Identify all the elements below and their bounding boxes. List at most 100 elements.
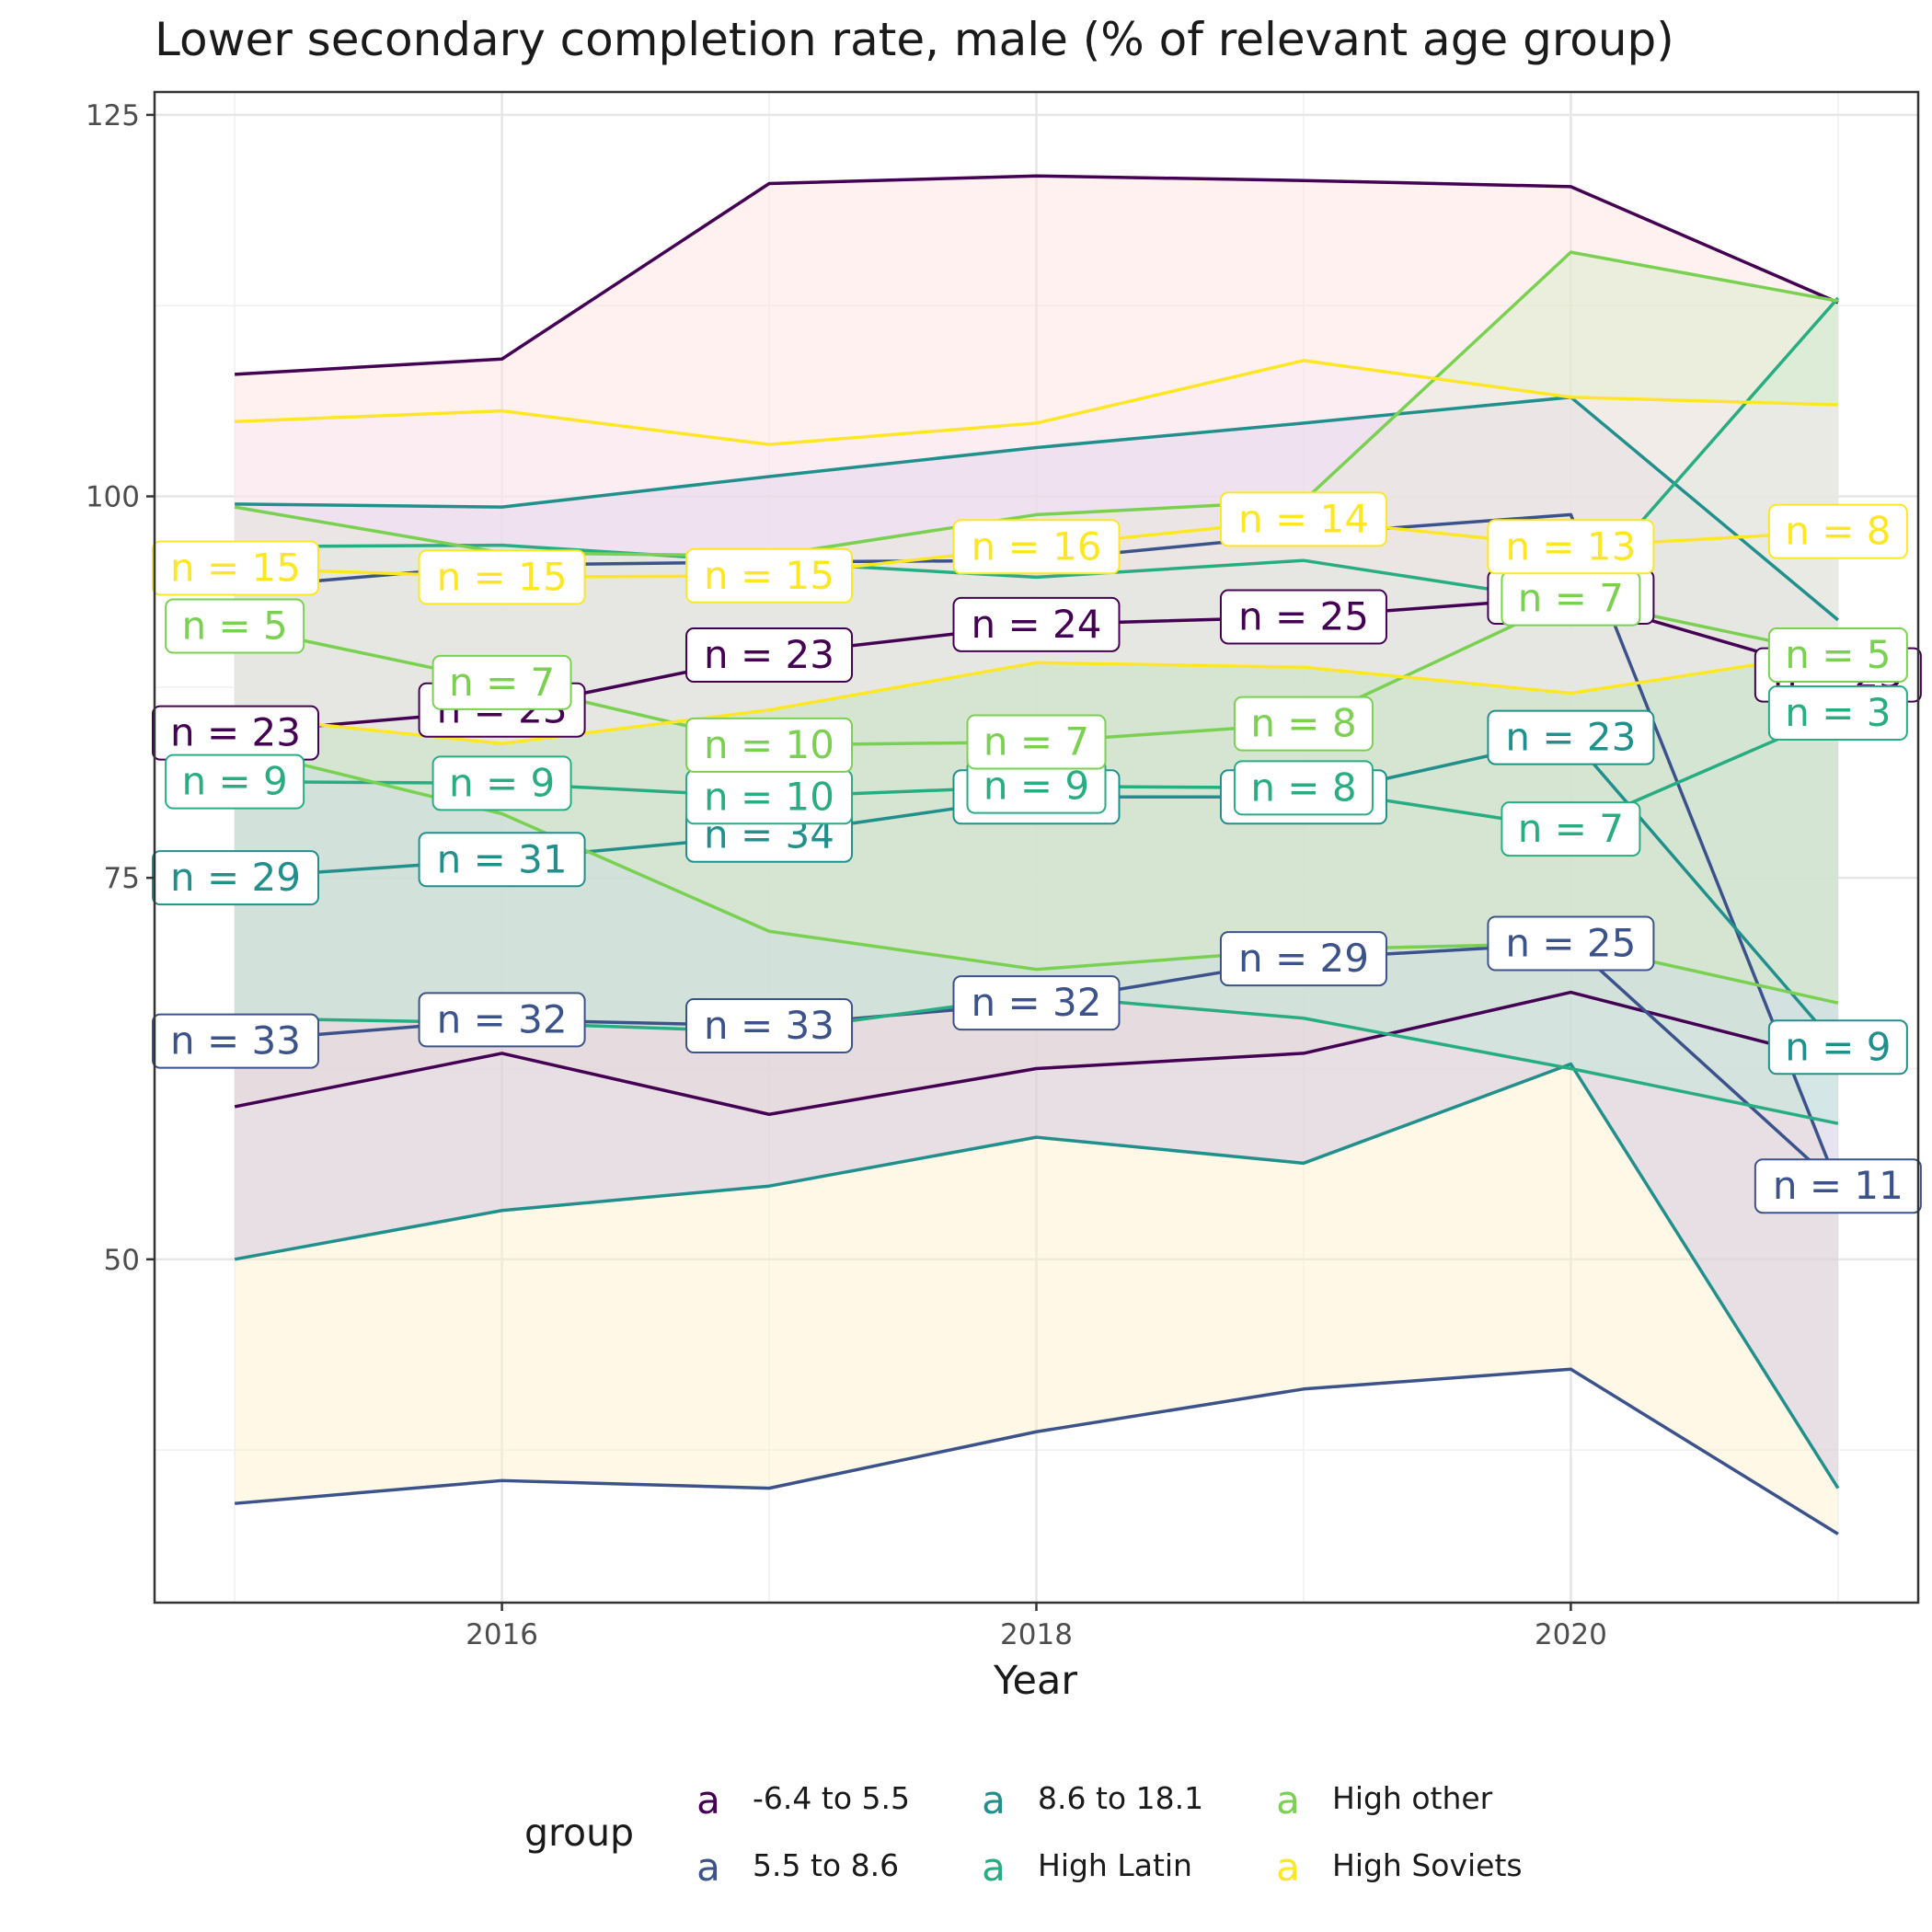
series-line-lower-1	[234, 1367, 1839, 1535]
data-label: n = 11	[1754, 1158, 1922, 1214]
data-label-text: n = 8	[1785, 509, 1891, 554]
data-label-text: n = 9	[182, 759, 288, 804]
legend-key: a	[696, 1777, 720, 1823]
data-label-box	[431, 654, 572, 710]
data-label-box	[1233, 760, 1374, 816]
ribbon-3	[235, 297, 1838, 1124]
data-label: n = 9	[1767, 1019, 1908, 1075]
legend-label: High Soviets	[1332, 1847, 1523, 1883]
x-axis-title: Year	[994, 1658, 1078, 1704]
data-label-text: n = 23	[1505, 715, 1636, 760]
data-label: n = 25	[1487, 915, 1655, 972]
data-label-box	[952, 519, 1121, 575]
data-label-box	[952, 596, 1121, 652]
data-label-text: n = 13	[1505, 523, 1636, 569]
data-label-box	[1219, 931, 1387, 987]
ribbon-2	[235, 397, 1838, 1489]
data-label-text: n = 32	[972, 980, 1102, 1025]
data-label-box	[1233, 696, 1374, 752]
data-label: n = 24	[952, 596, 1121, 652]
data-label: n = 32	[952, 975, 1121, 1031]
legend-item: a High other	[1270, 1777, 1492, 1823]
label-layer: n = 23 n = 23 n = 23 n = 24 n = 25 n = 25 n = …	[152, 491, 1922, 1214]
legend-key: a	[982, 1845, 1006, 1890]
data-label-box	[418, 832, 586, 888]
data-label-text: n = 9	[449, 760, 555, 805]
series-line-lower-2	[234, 1062, 1840, 1489]
legend-key: a	[982, 1777, 1006, 1823]
data-label-text: n = 33	[170, 1018, 301, 1064]
data-label-box	[1487, 519, 1655, 575]
series-line-upper-0	[235, 174, 1839, 376]
data-label: n = 9	[165, 753, 305, 810]
data-label: n = 16	[952, 519, 1121, 575]
data-label-text: n = 15	[704, 553, 834, 598]
data-label: n = 32	[418, 992, 586, 1048]
data-label-box	[1767, 1019, 1908, 1075]
data-label-text: n = 31	[437, 836, 568, 881]
axis-layer: 50 75 100 125 2016 2018 2020	[86, 90, 1920, 1651]
data-label-box	[1219, 491, 1387, 547]
data-label: n = 25	[1219, 589, 1387, 645]
series-line-lower-5	[234, 650, 1839, 745]
data-label-text: n = 9	[983, 764, 1089, 809]
series-line-upper-5	[235, 359, 1838, 446]
data-label-text: n = 29	[170, 855, 301, 900]
legend-label: -6.4 to 5.5	[753, 1780, 910, 1816]
data-label-box	[1767, 627, 1908, 684]
data-label: n = 8	[1767, 503, 1908, 559]
data-label: n = 31	[418, 832, 586, 888]
data-label-box	[152, 540, 319, 596]
data-label-box	[952, 975, 1121, 1031]
data-label-text: n = 7	[1518, 576, 1624, 621]
x-tick-label: 2020	[1535, 1618, 1607, 1651]
data-label-text: n = 8	[1250, 701, 1356, 746]
data-label: n = 23	[152, 705, 319, 761]
data-label-text: n = 7	[983, 719, 1089, 765]
data-label-text: n = 11	[1773, 1163, 1903, 1208]
data-label-text: n = 16	[972, 523, 1102, 569]
legend-item: a High Latin	[975, 1845, 1192, 1890]
data-label: n = 13	[1487, 519, 1655, 575]
data-label: n = 14	[1219, 491, 1387, 547]
data-label-box	[1754, 1158, 1922, 1214]
series-line-lower-0	[234, 990, 1839, 1117]
data-label: n = 29	[152, 850, 319, 906]
data-label: n = 23	[685, 627, 854, 684]
data-label: n = 5	[1767, 627, 1908, 684]
data-label: n = 33	[152, 1013, 319, 1069]
data-label-text: n = 8	[1250, 765, 1356, 810]
data-label-box	[1487, 915, 1655, 972]
data-label-box	[1219, 589, 1387, 645]
data-label: n = 7	[966, 714, 1107, 770]
data-label: n = 5	[165, 598, 305, 654]
data-label-text: n = 7	[449, 660, 555, 705]
data-label: n = 23	[1487, 709, 1655, 765]
legend-item: a High Soviets	[1270, 1845, 1523, 1890]
data-label-text: n = 23	[704, 632, 834, 677]
legend-key: a	[1276, 1845, 1300, 1890]
data-label-text: n = 25	[1505, 920, 1636, 965]
data-label-box	[1501, 801, 1641, 857]
data-label-box	[685, 998, 854, 1054]
legend-title: group	[524, 1811, 635, 1855]
data-label-text: n = 32	[437, 996, 568, 1041]
data-label-text: n = 15	[437, 554, 568, 599]
legend-label: 8.6 to 18.1	[1038, 1780, 1204, 1816]
data-label-box	[165, 753, 305, 810]
data-label-box	[431, 755, 572, 811]
data-label: n = 10	[685, 769, 854, 825]
data-label-text: n = 5	[1785, 632, 1891, 677]
data-label-box	[685, 717, 854, 773]
data-label-text: n = 23	[170, 710, 301, 755]
data-label: n = 7	[1501, 801, 1641, 857]
data-label-text: n = 5	[182, 604, 288, 649]
legend-label: High other	[1332, 1780, 1493, 1816]
data-label-text: n = 7	[1518, 806, 1624, 851]
data-label-text: n = 9	[1785, 1024, 1891, 1069]
data-label-text: n = 10	[704, 722, 834, 767]
data-label-box	[1767, 503, 1908, 559]
data-label-text: n = 14	[1238, 496, 1369, 541]
data-label: n = 15	[152, 540, 319, 596]
legend-key: a	[1276, 1777, 1300, 1823]
